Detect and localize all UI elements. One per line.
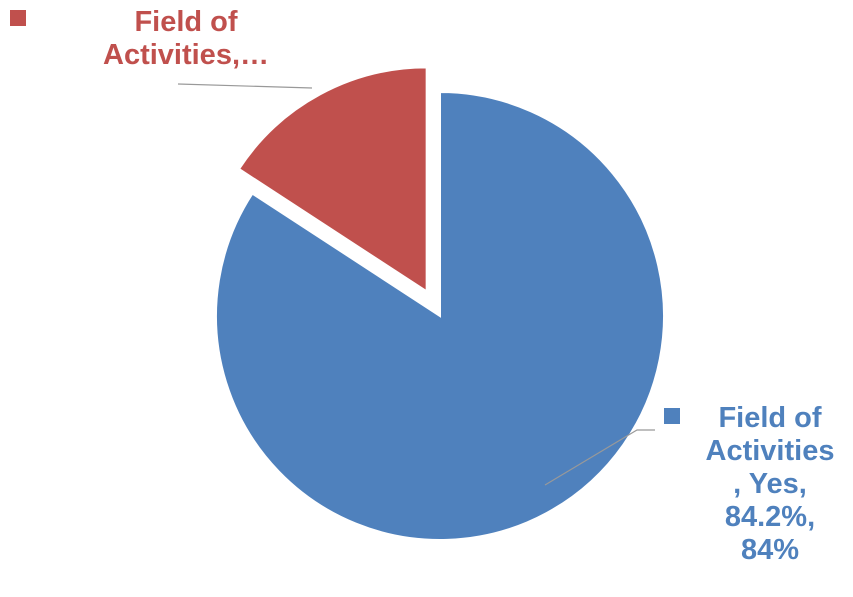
data-label-yes-line-2: Activities <box>705 435 835 467</box>
leader-line-yes <box>544 429 655 486</box>
pie-slice-no <box>237 66 428 294</box>
data-label-no-line-1: Field of <box>134 6 238 38</box>
legend-key-no <box>10 10 26 26</box>
data-label-yes-line-3: , Yes, <box>733 468 807 500</box>
legend-key-yes <box>664 408 680 424</box>
pie-slice-yes <box>215 90 665 541</box>
data-label-yes-line-4: 84.2%, <box>724 501 816 533</box>
data-label-no-line-2: Activities,… <box>103 39 269 71</box>
data-label-no: Field of Activities,… <box>96 6 276 72</box>
data-label-yes-line-5: 84% <box>740 534 800 566</box>
leader-line-no <box>177 83 313 89</box>
data-label-yes-line-1: Field of <box>718 402 822 434</box>
data-label-yes: Field of Activities , Yes, 84.2%, 84% <box>690 402 850 567</box>
